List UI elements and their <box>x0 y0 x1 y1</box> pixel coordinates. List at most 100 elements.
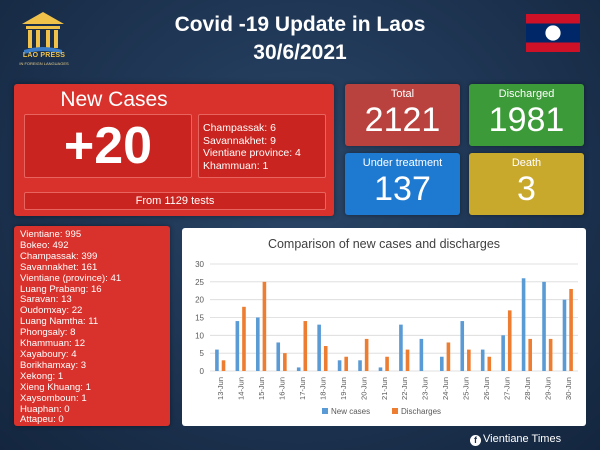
province-item: Luang Prabang: 16 <box>20 283 102 295</box>
bar-discharges <box>467 349 471 371</box>
under-treatment-label: Under treatment <box>362 157 443 169</box>
bar-new-cases <box>215 349 219 371</box>
province-item: Huaphan: 0 <box>20 403 70 415</box>
province-item: Khammuan: 12 <box>20 338 86 350</box>
logo-subtext: IN FOREIGN LANGUAGES <box>19 61 69 66</box>
bar-discharges <box>262 281 267 371</box>
bar-new-cases <box>296 367 301 371</box>
total-box: Total 2121 <box>345 84 460 146</box>
under-treatment-box: Under treatment 137 <box>345 153 460 215</box>
bar-new-cases <box>501 335 505 371</box>
y-tick-label: 5 <box>200 349 205 358</box>
y-tick-label: 10 <box>195 331 204 340</box>
new-case-province: Savannakhet: 9 <box>203 134 276 147</box>
total-label: Total <box>390 88 415 100</box>
x-tick-label: 21-Jun <box>380 377 389 400</box>
province-item: Attapeu: 0 <box>20 414 64 426</box>
x-tick-label: 27-Jun <box>502 377 511 400</box>
y-tick-label: 15 <box>195 314 204 323</box>
comparison-chart: Comparison of new cases and discharges 0… <box>182 228 586 426</box>
province-item: Xaysomboun: 1 <box>20 392 87 404</box>
bar-new-cases <box>358 360 362 371</box>
province-item: Oudomxay: 22 <box>20 305 83 317</box>
new-cases-label: New Cases <box>60 88 168 111</box>
province-item: Vientiane (province): 41 <box>20 272 122 284</box>
province-item: Phongsaly: 8 <box>20 327 76 339</box>
x-tick-label: 13-Jun <box>216 377 225 400</box>
lao-press-logo <box>22 12 64 54</box>
tests-count: From 1129 tests <box>24 192 326 210</box>
province-item: Champassak: 399 <box>20 250 98 262</box>
bar-discharges <box>303 321 308 371</box>
x-tick-label: 30-Jun <box>564 377 573 400</box>
bar-new-cases <box>399 324 403 371</box>
logo-text: LAO PRESS <box>22 52 66 59</box>
x-tick-label: 17-Jun <box>298 377 307 400</box>
bar-discharges <box>323 346 328 371</box>
bar-new-cases <box>337 360 342 371</box>
bar-discharges <box>548 338 553 371</box>
x-tick-label: 16-Jun <box>278 377 287 400</box>
x-tick-label: 22-Jun <box>400 377 409 400</box>
y-tick-label: 0 <box>200 367 205 376</box>
death-value: 3 <box>517 170 536 208</box>
province-item: Xieng Khuang: 1 <box>20 381 91 393</box>
x-tick-label: 18-Jun <box>318 377 327 400</box>
footer-credit: f Vientiane Times <box>470 431 592 447</box>
bar-new-cases <box>562 299 567 371</box>
bar-discharges <box>221 360 226 371</box>
x-tick-label: 23-Jun <box>421 377 430 400</box>
facebook-icon: f <box>470 435 481 446</box>
x-tick-label: 28-Jun <box>523 377 532 400</box>
bar-discharges <box>446 342 451 371</box>
total-value: 2121 <box>364 101 441 139</box>
bar-discharges <box>364 338 369 371</box>
bar-discharges <box>405 349 410 371</box>
bar-new-cases <box>480 349 485 371</box>
y-tick-label: 20 <box>195 296 204 305</box>
x-tick-label: 24-Jun <box>441 377 450 400</box>
bar-discharges <box>528 338 532 371</box>
x-tick-label: 19-Jun <box>339 377 348 400</box>
legend-label: New cases <box>331 407 370 416</box>
bar-discharges <box>283 353 287 371</box>
bar-discharges <box>344 356 348 371</box>
legend-label: Discharges <box>401 407 441 416</box>
discharged-box: Discharged 1981 <box>469 84 584 146</box>
bar-new-cases <box>460 321 465 371</box>
legend-swatch <box>322 408 328 414</box>
province-item: Luang Namtha: 11 <box>20 316 99 328</box>
death-box: Death 3 <box>469 153 584 215</box>
bar-new-cases <box>419 338 424 371</box>
bar-new-cases <box>542 281 546 371</box>
under-treatment-value: 137 <box>374 170 431 208</box>
x-tick-label: 26-Jun <box>482 377 491 400</box>
bar-discharges <box>242 306 246 371</box>
bar-new-cases <box>235 321 240 371</box>
bar-new-cases <box>256 317 260 371</box>
new-cases-value: +20 <box>24 114 192 178</box>
laos-flag-icon <box>526 14 580 52</box>
new-cases-provinces: Champassak: 6 Savannakhet: 9 Vientiane p… <box>198 114 326 178</box>
province-item: Xayaboury: 4 <box>20 348 77 360</box>
legend-swatch <box>392 408 398 414</box>
province-item: Borikhamxay: 3 <box>20 359 87 371</box>
bar-discharges <box>569 288 573 371</box>
new-case-province: Vientiane province: 4 <box>203 147 301 159</box>
province-item: Saravan: 13 <box>20 294 72 306</box>
province-item: Savannakhet: 161 <box>20 261 98 273</box>
discharged-label: Discharged <box>498 88 555 100</box>
province-item: Bokeo: 492 <box>20 239 69 251</box>
y-tick-label: 25 <box>195 278 204 287</box>
chart-svg: Comparison of new cases and discharges 0… <box>195 237 578 416</box>
bar-new-cases <box>276 342 281 371</box>
discharged-value: 1981 <box>488 101 565 139</box>
y-tick-label: 30 <box>195 260 204 269</box>
bar-new-cases <box>317 324 321 371</box>
province-total-list: Vientiane: 995 Bokeo: 492 Champassak: 39… <box>14 226 170 426</box>
x-tick-label: 14-Jun <box>237 377 246 400</box>
bar-new-cases <box>378 367 383 371</box>
x-tick-label: 25-Jun <box>462 377 471 400</box>
chart-title: Comparison of new cases and discharges <box>268 237 500 251</box>
x-tick-label: 20-Jun <box>359 377 368 400</box>
